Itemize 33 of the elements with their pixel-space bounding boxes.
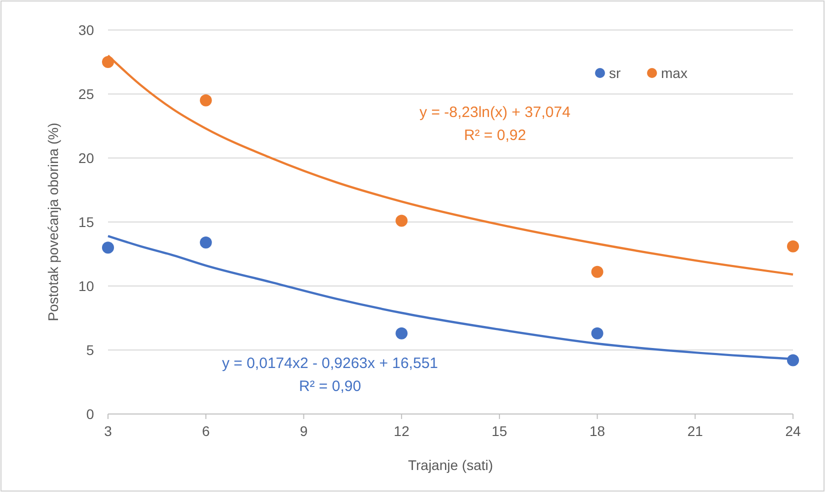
x-tick-label: 9 bbox=[300, 423, 308, 439]
annotation: R² = 0,90 bbox=[298, 378, 362, 395]
x-tick-label: 24 bbox=[785, 423, 801, 439]
y-tick-label: 10 bbox=[78, 278, 94, 294]
point bbox=[787, 240, 799, 252]
x-tick-label: 12 bbox=[394, 423, 410, 439]
y-axis-title: Postotak povećanja oborina (%) bbox=[45, 122, 61, 322]
y-tick-label: 15 bbox=[78, 214, 94, 230]
y-tick-label: 20 bbox=[78, 150, 94, 166]
x-tick-label: 15 bbox=[492, 423, 508, 439]
legend-label: sr bbox=[609, 65, 621, 81]
x-tick-label: 18 bbox=[589, 423, 606, 439]
point bbox=[102, 56, 114, 68]
point bbox=[396, 214, 408, 227]
x-axis-title: Trajanje (sati) bbox=[408, 457, 494, 473]
annotation: y = -8,23ln(x) + 37,074 bbox=[420, 104, 570, 121]
y-tick-label: 0 bbox=[86, 406, 94, 422]
x-tick-label: 3 bbox=[104, 423, 112, 439]
annotation: y = 0,0174x2 - 0,9263x + 16,551 bbox=[222, 355, 438, 372]
y-tick-label: 30 bbox=[78, 22, 94, 38]
annotation: R² = 0,92 bbox=[464, 127, 526, 144]
point bbox=[102, 242, 114, 254]
point bbox=[200, 236, 212, 248]
x-tick-label: 6 bbox=[202, 423, 210, 439]
x-tick-label: 21 bbox=[687, 423, 704, 439]
point bbox=[591, 266, 604, 278]
legend-label: max bbox=[661, 65, 688, 81]
y-tick-label: 5 bbox=[86, 342, 94, 358]
point bbox=[591, 327, 604, 340]
point bbox=[787, 354, 799, 366]
point bbox=[200, 94, 212, 106]
point bbox=[396, 327, 408, 340]
y-tick-label: 25 bbox=[78, 86, 94, 102]
